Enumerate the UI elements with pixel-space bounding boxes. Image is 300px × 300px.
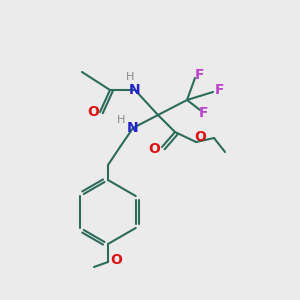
Text: O: O — [87, 105, 99, 119]
Text: F: F — [199, 106, 209, 120]
Text: H: H — [126, 72, 134, 82]
Text: N: N — [127, 121, 139, 135]
Text: H: H — [117, 115, 125, 125]
Text: O: O — [110, 253, 122, 267]
Text: O: O — [148, 142, 160, 156]
Text: O: O — [194, 130, 206, 144]
Text: N: N — [129, 83, 141, 97]
Text: F: F — [214, 83, 224, 97]
Text: F: F — [194, 68, 204, 82]
